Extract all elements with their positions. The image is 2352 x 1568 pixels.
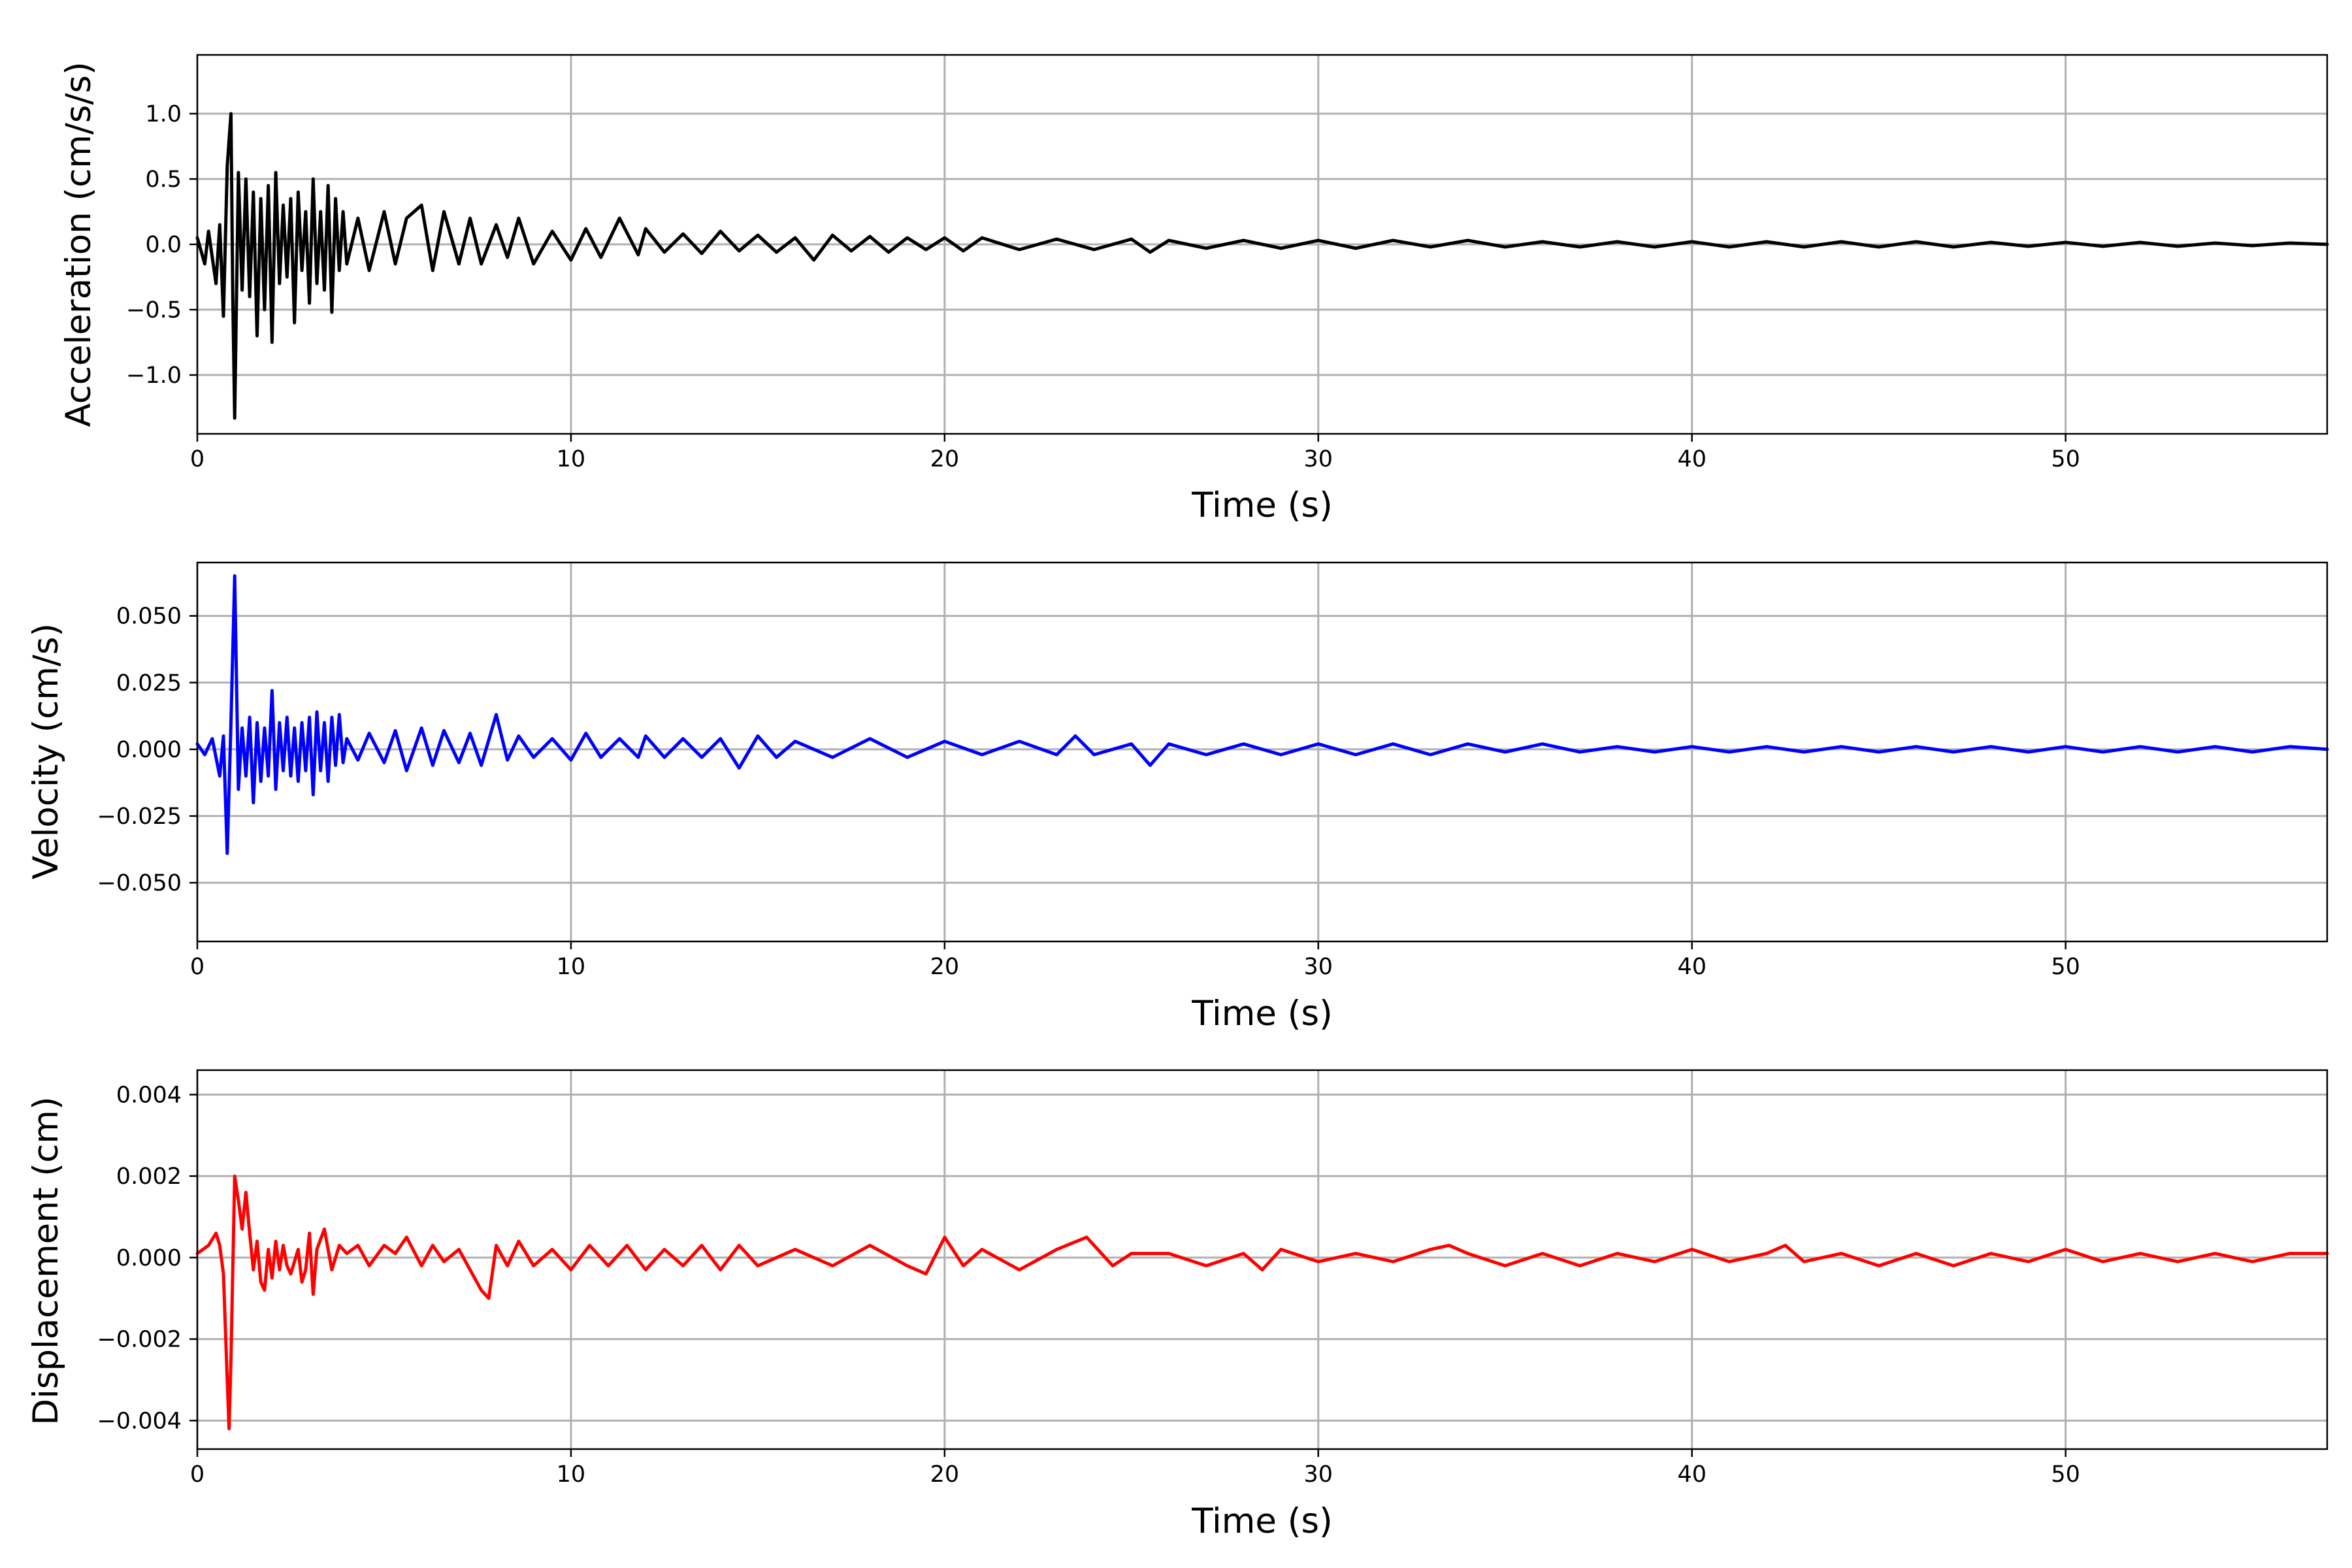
y-tick-label: 0.050	[116, 604, 182, 630]
y-tick-label: 0.000	[116, 1245, 182, 1271]
velocity-panel: Time (s) Velocity (cm/s) 0 10 20 30 40 50 −0.0…	[26, 561, 2329, 1034]
y-tick-label: −1.0	[126, 363, 182, 389]
x-tick-label: 40	[1677, 954, 1707, 980]
plot-frame	[196, 54, 2328, 435]
x-axis-title: Time (s)	[1191, 485, 1333, 525]
x-tick-label: 20	[930, 446, 960, 472]
x-tick-label: 20	[930, 1462, 960, 1488]
y-axis-title: Displacement (cm)	[26, 1096, 66, 1425]
x-tick-label: 30	[1304, 1462, 1333, 1488]
x-tick-label: 10	[557, 1462, 586, 1488]
x-axis-title: Time (s)	[1191, 994, 1333, 1034]
x-tick-label: 30	[1304, 954, 1333, 980]
y-tick-label: 1.0	[145, 101, 182, 127]
plot-frame	[196, 1069, 2328, 1450]
y-tick-label: 0.0	[145, 232, 182, 258]
x-tick-label: 50	[2051, 446, 2080, 472]
series-line	[195, 574, 2329, 855]
x-tick-label: 0	[190, 1462, 204, 1488]
x-tick-label: 40	[1677, 1462, 1707, 1488]
x-tick-label: 0	[190, 446, 204, 472]
acceleration-panel: Time (s) Acceleration (cm/s/s) 0 10 20 30 40…	[59, 54, 2329, 525]
x-tick-label: 50	[2051, 954, 2080, 980]
y-tick-label: 0.5	[145, 167, 182, 193]
y-tick-label: −0.050	[97, 870, 182, 896]
y-tick-label: 0.002	[116, 1164, 182, 1190]
x-tick-label: 10	[557, 446, 586, 472]
y-axis-title: Velocity (cm/s)	[26, 623, 66, 879]
series-line	[195, 1174, 2329, 1431]
displacement-panel: Time (s) Displacement (cm) 0 10 20 30 40 50 −0…	[26, 1069, 2329, 1541]
plot-frame	[196, 561, 2328, 943]
x-axis-title: Time (s)	[1191, 1501, 1333, 1541]
x-tick-label: 20	[930, 954, 960, 980]
x-tick-label: 50	[2051, 1462, 2080, 1488]
x-tick-label: 0	[190, 954, 204, 980]
y-tick-label: 0.004	[116, 1082, 182, 1108]
y-tick-label: 0.000	[116, 737, 182, 763]
y-tick-label: −0.025	[97, 804, 182, 830]
y-tick-label: −0.004	[97, 1408, 182, 1434]
y-tick-label: −0.002	[97, 1327, 182, 1353]
x-tick-label: 40	[1677, 446, 1707, 472]
series-line	[195, 112, 2329, 420]
y-axis-title: Acceleration (cm/s/s)	[59, 61, 99, 427]
y-tick-label: 0.025	[116, 670, 182, 696]
y-tick-label: −0.5	[126, 297, 182, 323]
x-tick-label: 30	[1304, 446, 1333, 472]
x-tick-label: 10	[557, 954, 586, 980]
